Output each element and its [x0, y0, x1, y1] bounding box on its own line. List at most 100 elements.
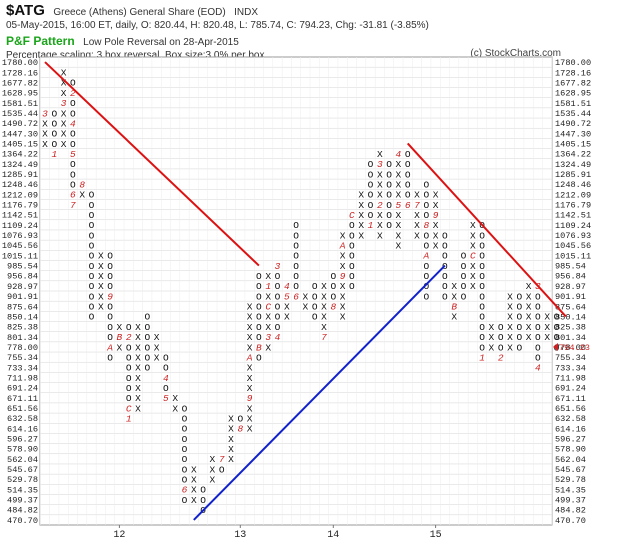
- x-box: X: [98, 302, 104, 313]
- o-box: O: [256, 271, 262, 282]
- y-tick-label-left: 733.34: [7, 363, 38, 373]
- o-box: O: [423, 281, 429, 292]
- x-box: X: [396, 220, 402, 231]
- x-box: X: [433, 230, 439, 241]
- x-box: X: [451, 281, 457, 292]
- x-box: X: [191, 495, 197, 506]
- x-box: X: [98, 281, 104, 292]
- x-box: X: [340, 291, 346, 302]
- scaling-info: Percentage scaling: 3 box reversal, Box …: [6, 50, 265, 61]
- x-box: X: [210, 454, 216, 465]
- o-box: O: [144, 342, 150, 353]
- y-tick-label-right: 711.98: [555, 373, 586, 383]
- o-box: O: [107, 271, 113, 282]
- x-box: X: [321, 312, 327, 323]
- o-box: O: [368, 210, 374, 221]
- o-box: O: [423, 241, 429, 252]
- x-box: X: [228, 424, 234, 435]
- x-box: X: [377, 220, 383, 231]
- x-box: X: [265, 271, 271, 282]
- x-box: X: [98, 261, 104, 272]
- o-box: O: [535, 332, 541, 343]
- o-box: O: [479, 251, 485, 262]
- o-box: O: [479, 271, 485, 282]
- o-box: O: [107, 261, 113, 272]
- resistance-2-trendline: [406, 142, 567, 318]
- y-tick-label-left: 1248.46: [2, 180, 38, 190]
- y-tick-label-right: 596.27: [555, 435, 586, 445]
- o-box: O: [182, 464, 188, 475]
- y-tick-label-left: 1285.91: [2, 170, 38, 180]
- o-box: O: [89, 281, 95, 292]
- x-box: X: [377, 190, 383, 201]
- x-box: X: [247, 302, 253, 313]
- y-tick-label-right: 1109.24: [555, 221, 591, 231]
- x-box: 3: [42, 108, 48, 119]
- o-box: O: [256, 352, 262, 363]
- o-box: O: [275, 322, 281, 333]
- x-box: X: [61, 88, 67, 99]
- o-box: O: [182, 454, 188, 465]
- x-box: X: [191, 485, 197, 496]
- o-box: O: [182, 424, 188, 435]
- y-tick-label-right: 562.04: [555, 455, 586, 465]
- y-tick-label-right: 985.54: [555, 262, 586, 272]
- o-box: O: [70, 179, 76, 190]
- y-tick-label-left: 499.37: [7, 496, 38, 506]
- o-box: O: [312, 302, 318, 313]
- y-tick-label-right: 632.58: [555, 414, 586, 424]
- x-box: X: [42, 139, 48, 150]
- o-box: O: [182, 495, 188, 506]
- o-box: O: [479, 291, 485, 302]
- o-box: O: [89, 200, 95, 211]
- x-box: X: [135, 383, 141, 394]
- x-box: X: [61, 78, 67, 89]
- o-box: O: [293, 251, 299, 262]
- x-box: X: [507, 312, 513, 323]
- y-tick-label-left: 1728.16: [2, 68, 38, 78]
- x-box: X: [358, 200, 364, 211]
- y-tick-label-left: 1109.24: [2, 221, 38, 231]
- o-box: O: [89, 291, 95, 302]
- o-box: O: [386, 179, 392, 190]
- o-box: 1: [51, 149, 57, 160]
- y-tick-label-left: 545.67: [7, 465, 38, 475]
- x-box: X: [414, 220, 420, 231]
- y-tick-label-left: 1490.72: [2, 119, 38, 129]
- x-box: X: [321, 322, 327, 333]
- o-box: O: [163, 352, 169, 363]
- x-box: X: [340, 312, 346, 323]
- y-tick-label-left: 778.00: [7, 343, 38, 353]
- y-tick-label-left: 514.35: [7, 485, 38, 495]
- o-box: O: [107, 281, 113, 292]
- x-box: X: [247, 413, 253, 424]
- x-box: X: [526, 312, 532, 323]
- y-tick-label-right: 1142.51: [555, 211, 591, 221]
- x-box: X: [489, 342, 495, 353]
- o-box: O: [126, 373, 132, 384]
- y-tick-label-left: 1324.49: [2, 160, 38, 170]
- y-tick-label-right: 1212.09: [555, 190, 591, 200]
- o-box: O: [256, 322, 262, 333]
- o-box: 1: [368, 220, 374, 231]
- o-box: O: [70, 129, 76, 140]
- y-tick-label-left: 1015.11: [2, 251, 38, 261]
- o-box: O: [107, 302, 113, 313]
- x-box: X: [61, 68, 67, 79]
- o-box: O: [498, 342, 504, 353]
- y-tick-label-left: 632.58: [7, 414, 38, 424]
- x-box: X: [470, 281, 476, 292]
- x-box: X: [470, 230, 476, 241]
- y-tick-label-left: 529.78: [7, 475, 38, 485]
- o-box: 6: [293, 291, 299, 302]
- o-box: O: [330, 281, 336, 292]
- y-tick-label-right: 651.56: [555, 404, 586, 414]
- x-box: A: [246, 352, 253, 363]
- y-tick-label-right: 875.64: [555, 302, 586, 312]
- x-box: X: [526, 281, 532, 292]
- x-box: X: [228, 413, 234, 424]
- o-box: O: [535, 342, 541, 353]
- x-box: 4: [396, 149, 402, 160]
- x-box: X: [303, 302, 309, 313]
- o-box: O: [182, 434, 188, 445]
